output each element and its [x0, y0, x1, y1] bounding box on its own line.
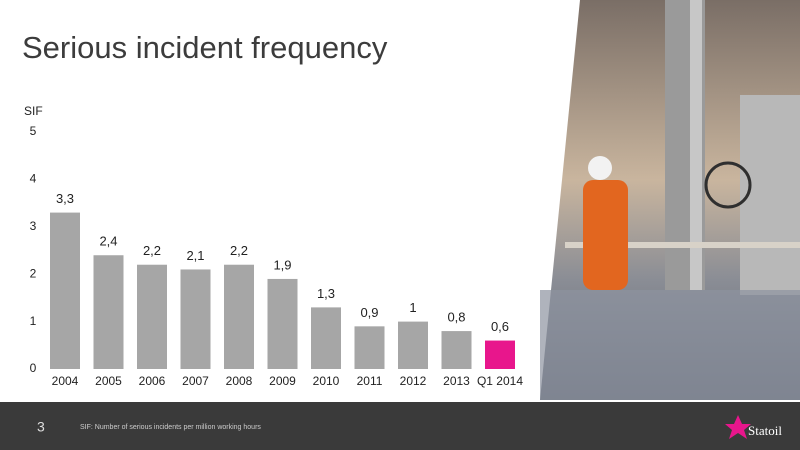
value-label: 1,9: [273, 257, 291, 272]
x-tick-label: Q1 2014: [477, 374, 523, 388]
value-label: 3,3: [56, 191, 74, 206]
x-tick-label: 2006: [139, 374, 166, 388]
x-tick-label: 2005: [95, 374, 122, 388]
value-label: 2,4: [99, 234, 117, 249]
value-label: 2,2: [230, 243, 248, 258]
y-tick-label: 4: [30, 172, 37, 186]
value-label: 0,8: [447, 310, 465, 325]
y-tick-label: 3: [30, 219, 37, 233]
value-label: 1: [409, 300, 416, 315]
value-label: 0,9: [360, 305, 378, 320]
x-tick-label: 2012: [400, 374, 427, 388]
y-tick-label: 1: [30, 314, 37, 328]
value-label: 2,2: [143, 243, 161, 258]
value-label: 2,1: [186, 248, 204, 263]
y-axis-label: SIF: [24, 104, 43, 118]
x-tick-label: 2009: [269, 374, 296, 388]
bar: [311, 307, 341, 369]
x-tick-label: 2010: [313, 374, 340, 388]
logo-text: Statoil: [748, 423, 782, 438]
bar: [354, 326, 385, 369]
y-tick-label: 2: [30, 266, 37, 280]
bar: [137, 264, 167, 369]
bar: [398, 321, 428, 369]
logo: Statoil: [725, 415, 782, 439]
footnote: SIF: Number of serious incidents per mil…: [80, 424, 261, 431]
page-number: 3: [37, 419, 45, 435]
photo: [540, 0, 800, 400]
y-tick-label: 5: [30, 124, 37, 138]
bar: [485, 340, 515, 369]
x-tick-label: 2008: [226, 374, 253, 388]
plot: 0 1 2 3 4 5 2004 3,3 2005 2,4 2006 2,2 2007 2,1 2008 2,…: [30, 124, 524, 388]
bar: [267, 278, 298, 369]
bar: [224, 264, 254, 369]
bar: [180, 269, 211, 369]
bar: [93, 255, 124, 369]
bar: [441, 331, 472, 369]
x-tick-label: 2004: [52, 374, 79, 388]
y-tick-label: 0: [30, 361, 37, 375]
x-tick-label: 2007: [182, 374, 209, 388]
x-tick-label: 2013: [443, 374, 470, 388]
x-tick-label: 2011: [357, 374, 383, 388]
value-label: 1,3: [317, 286, 335, 301]
bar: [50, 212, 80, 369]
chart-title: Serious incident frequency: [22, 30, 388, 65]
footer-bar: [0, 402, 800, 450]
value-label: 0,6: [491, 319, 509, 334]
